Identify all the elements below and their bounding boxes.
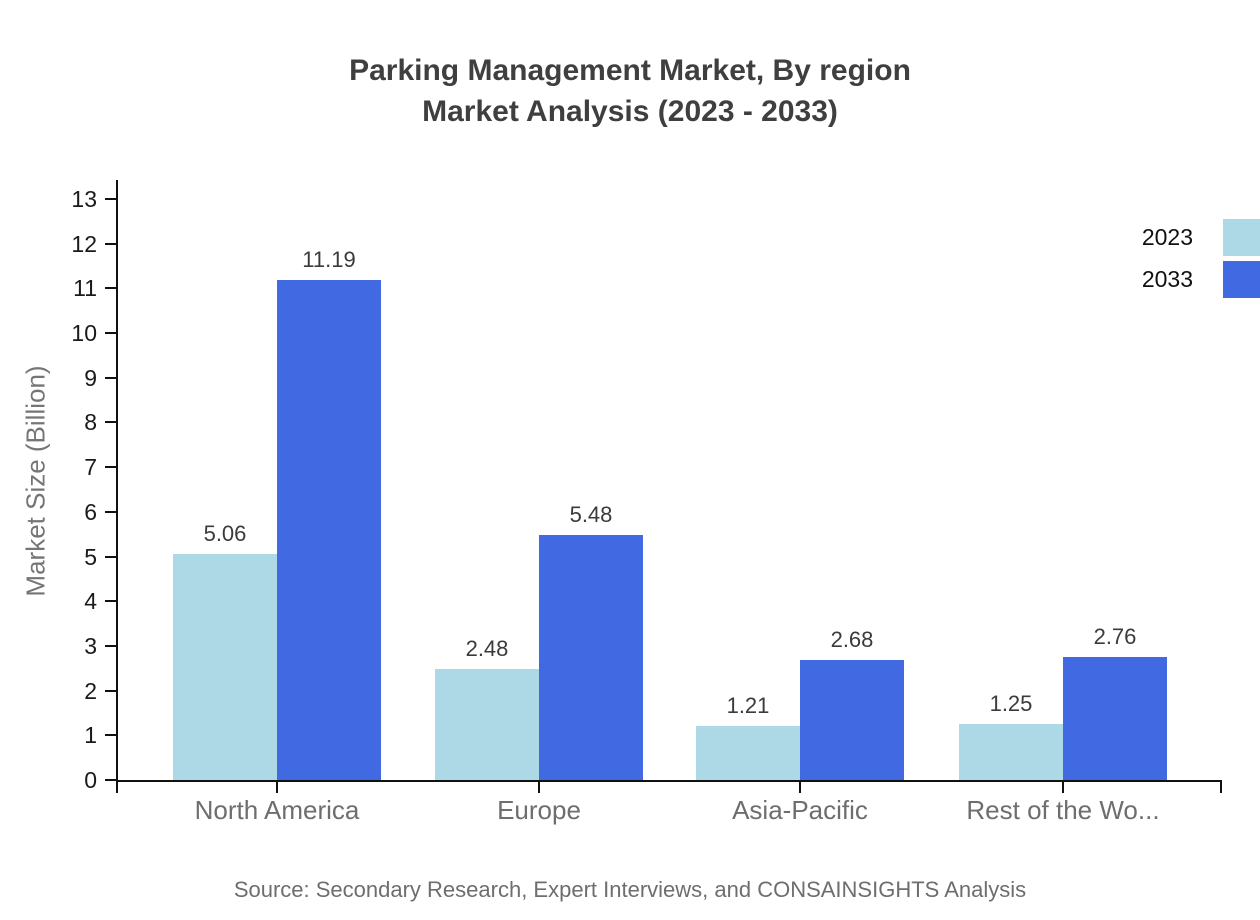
y-tick-2 (105, 689, 116, 692)
legend-label-2023: 2023 (1141, 224, 1193, 250)
x-tick-1 (276, 780, 278, 793)
chart-title: Parking Management Market, By region Mar… (0, 50, 1260, 132)
value-label-2023-asia-pacific: 1.21 (726, 692, 770, 718)
y-tick-8 (105, 421, 116, 424)
category-label-europe: Europe (497, 795, 581, 825)
x-tick-0 (116, 780, 118, 793)
category-label-north-america: North America (194, 795, 360, 825)
chart-title-line1: Parking Management Market, By region (349, 54, 911, 87)
source-note: Source: Secondary Research, Expert Inter… (233, 877, 1027, 902)
legend: 2023 2033 (1142, 219, 1260, 303)
y-tick-label-7: 7 (84, 454, 97, 481)
legend-swatch-2033 (1223, 261, 1260, 298)
y-tick-10 (105, 332, 116, 335)
y-tick-label-0: 0 (84, 767, 97, 793)
y-axis-line (116, 180, 118, 782)
bar-2023-rest-of-the-wo (959, 724, 1063, 780)
y-tick-1 (105, 734, 116, 737)
y-tick-label-9: 9 (84, 364, 97, 391)
y-tick-label-4: 4 (84, 588, 97, 615)
legend-item-2023: 2023 (1142, 219, 1260, 256)
y-tick-9 (105, 376, 116, 379)
legend-swatch-2023 (1223, 219, 1260, 256)
value-label-2023-north-america: 5.06 (203, 520, 247, 546)
y-tick-7 (105, 466, 116, 469)
y-tick-label-3: 3 (84, 632, 97, 659)
y-tick-label-11: 11 (73, 275, 97, 302)
y-tick-label-13: 13 (71, 186, 97, 212)
value-label-2033-rest-of-the-wo: 2.76 (1093, 623, 1137, 649)
y-tick-label-2: 2 (84, 677, 97, 704)
value-label-2023-rest-of-the-wo: 1.25 (989, 691, 1033, 717)
bar-2023-north-america (173, 553, 277, 780)
x-axis-line (116, 780, 1222, 782)
bar-2033-north-america (277, 279, 381, 780)
y-tick-11 (105, 287, 116, 290)
x-tick-4 (1062, 780, 1064, 793)
bar-2023-europe (435, 669, 539, 780)
bar-2033-europe (539, 535, 643, 780)
bar-2033-rest-of-the-wo (1063, 656, 1167, 780)
chart-title-line2: Market Analysis (2023 - 2033) (422, 95, 838, 128)
y-tick-label-5: 5 (84, 543, 97, 570)
y-tick-label-8: 8 (84, 409, 97, 436)
x-tick-3 (799, 780, 801, 793)
y-tick-12 (105, 242, 116, 245)
legend-label-2033: 2033 (1141, 266, 1193, 292)
legend-item-2033: 2033 (1142, 261, 1260, 298)
bar-2033-asia-pacific (800, 660, 904, 780)
y-tick-4 (105, 600, 116, 603)
category-label-rest-of-the-wo: Rest of the Wo... (966, 795, 1160, 825)
y-tick-label-1: 1 (84, 722, 97, 749)
value-label-2033-asia-pacific: 2.68 (830, 627, 874, 653)
value-label-2033-north-america: 11.19 (302, 246, 356, 272)
x-tick-5 (1220, 780, 1222, 793)
y-tick-13 (105, 198, 116, 200)
y-tick-3 (105, 644, 116, 647)
value-label-2023-europe: 2.48 (465, 636, 509, 662)
y-tick-0 (105, 779, 116, 781)
y-tick-label-12: 12 (71, 230, 97, 257)
bar-2023-asia-pacific (696, 725, 800, 780)
value-label-2033-europe: 5.48 (569, 502, 613, 528)
y-tick-label-6: 6 (84, 498, 97, 525)
x-tick-2 (538, 780, 540, 793)
y-tick-label-10: 10 (71, 320, 97, 347)
y-tick-5 (105, 555, 116, 558)
y-tick-6 (105, 510, 116, 513)
category-label-asia-pacific: Asia-Pacific (732, 795, 868, 825)
